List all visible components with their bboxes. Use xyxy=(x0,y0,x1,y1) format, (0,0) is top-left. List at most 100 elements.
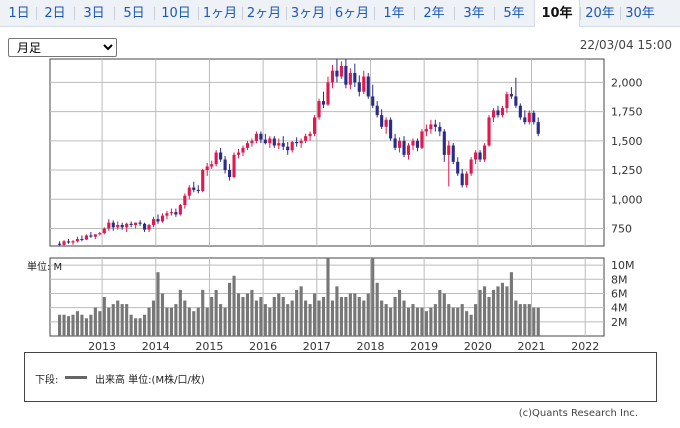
volume-bar xyxy=(93,307,97,336)
candle-body xyxy=(111,222,115,228)
tab-separator xyxy=(154,7,155,20)
tab-14[interactable]: 20年 xyxy=(585,6,615,21)
tab-separator xyxy=(242,7,243,20)
volume-unit-label: 単位: M xyxy=(27,260,62,273)
volume-bar xyxy=(254,300,258,336)
candle-body xyxy=(107,222,111,229)
volume-bar xyxy=(281,297,285,336)
candle-body xyxy=(456,161,460,174)
volume-tick-label: 4M xyxy=(611,302,628,315)
tab-3[interactable]: 5日 xyxy=(123,6,145,21)
candle-body xyxy=(165,213,169,216)
candle-body xyxy=(219,152,223,160)
candle-body xyxy=(93,234,97,237)
tab-2[interactable]: 3日 xyxy=(83,6,105,21)
tab-6[interactable]: 2ヶ月 xyxy=(246,6,282,21)
candle-body xyxy=(147,224,151,230)
volume-bar xyxy=(147,307,151,336)
volume-bar xyxy=(299,286,303,336)
candle-body xyxy=(500,108,505,116)
candle-body xyxy=(62,241,66,245)
volume-bar xyxy=(527,304,531,336)
volume-bar xyxy=(295,289,299,336)
volume-bar xyxy=(317,300,321,336)
tab-12[interactable]: 5年 xyxy=(503,6,525,21)
volume-bar xyxy=(263,304,267,336)
volume-bar xyxy=(312,293,317,336)
volume-bar xyxy=(380,300,384,336)
volume-bar xyxy=(491,289,496,336)
tab-4[interactable]: 10日 xyxy=(161,6,191,21)
tab-8[interactable]: 6ヶ月 xyxy=(334,6,370,21)
volume-bar xyxy=(433,304,437,336)
tab-11[interactable]: 3年 xyxy=(463,6,485,21)
volume-bar xyxy=(406,307,411,336)
candle-body xyxy=(286,146,290,151)
x-tick-label: 2014 xyxy=(142,340,170,352)
volume-bar xyxy=(304,300,308,336)
tab-9[interactable]: 1年 xyxy=(383,6,405,21)
volume-bar xyxy=(366,293,370,336)
candle-body xyxy=(71,241,75,243)
candle-body xyxy=(134,222,138,225)
candle-body xyxy=(210,164,214,167)
tab-7[interactable]: 3ヶ月 xyxy=(290,6,326,21)
x-tick-label: 2021 xyxy=(518,340,546,352)
candle-body xyxy=(469,159,473,174)
candle-body xyxy=(98,233,102,235)
price-tick-label: 1,500 xyxy=(611,135,643,148)
volume-bar xyxy=(111,304,115,336)
volume-bar xyxy=(250,289,254,336)
candle-body xyxy=(281,143,285,147)
volume-bar xyxy=(442,293,446,336)
candle-body xyxy=(66,241,71,243)
volume-bar xyxy=(518,304,522,336)
volume-bar xyxy=(362,300,366,336)
tab-15[interactable]: 30年 xyxy=(625,6,655,21)
volume-bar xyxy=(402,300,406,336)
candle-body xyxy=(214,152,218,165)
tab-0[interactable]: 1日 xyxy=(8,6,30,21)
volume-bar xyxy=(411,304,415,336)
candle-body xyxy=(527,112,531,123)
volume-bar xyxy=(232,275,236,336)
volume-bar xyxy=(371,258,375,336)
x-tick-label: 2020 xyxy=(464,340,492,352)
volume-bar xyxy=(259,297,263,336)
candle-body xyxy=(366,76,370,97)
candle-body xyxy=(169,212,173,214)
period-select[interactable]: 月足 xyxy=(8,38,117,57)
volume-bar xyxy=(429,307,433,336)
tab-separator xyxy=(580,7,581,20)
candle-body xyxy=(344,66,348,85)
tab-13[interactable]: 10年 xyxy=(534,0,580,27)
volume-bar xyxy=(58,314,62,336)
volume-bar xyxy=(236,293,241,336)
candle-body xyxy=(433,124,437,127)
candle-body xyxy=(120,224,124,228)
candle-body xyxy=(330,70,335,83)
volume-bar xyxy=(245,293,250,336)
volume-bar xyxy=(62,314,66,336)
volume-bar xyxy=(228,282,232,336)
candle-body xyxy=(429,124,433,130)
volume-bar xyxy=(514,300,518,336)
tab-10[interactable]: 2年 xyxy=(423,6,445,21)
tab-5[interactable]: 1ヶ月 xyxy=(202,6,238,21)
tab-1[interactable]: 2日 xyxy=(44,6,66,21)
candle-body xyxy=(236,152,241,155)
price-tick-label: 750 xyxy=(611,222,632,235)
legend-volume-swatch xyxy=(65,376,87,379)
price-tick-label: 2,000 xyxy=(611,76,643,89)
price-tick-label: 1,750 xyxy=(611,106,643,119)
volume-bar xyxy=(178,289,182,336)
candle-body xyxy=(536,122,540,134)
volume-bar xyxy=(420,307,424,336)
candle-body xyxy=(245,143,250,148)
candle-body xyxy=(138,222,142,224)
volume-bar xyxy=(536,307,540,336)
tab-separator xyxy=(454,7,455,20)
volume-bar xyxy=(268,307,272,336)
candle-body xyxy=(58,243,62,245)
candle-body xyxy=(151,219,156,225)
